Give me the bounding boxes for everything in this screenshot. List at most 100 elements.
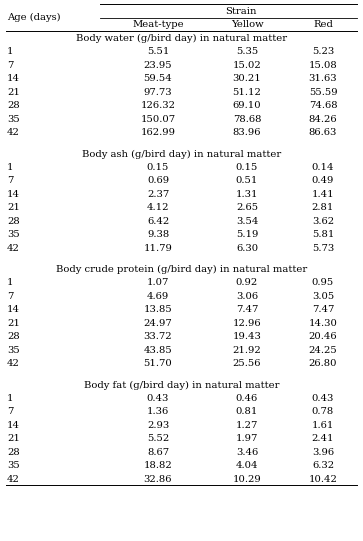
Text: 21: 21	[7, 319, 20, 328]
Text: 13.85: 13.85	[144, 305, 172, 314]
Text: 69.10: 69.10	[233, 101, 261, 110]
Text: 8.67: 8.67	[147, 448, 169, 457]
Text: 14: 14	[7, 190, 20, 199]
Text: 0.92: 0.92	[236, 278, 258, 287]
Text: 5.81: 5.81	[312, 230, 334, 239]
Text: 21: 21	[7, 203, 20, 213]
Text: 51.12: 51.12	[233, 88, 261, 97]
Text: 3.62: 3.62	[312, 217, 334, 226]
Text: 10.42: 10.42	[309, 474, 338, 484]
Text: 0.78: 0.78	[312, 407, 334, 416]
Text: 42: 42	[7, 474, 20, 484]
Text: 74.68: 74.68	[309, 101, 337, 110]
Text: Body fat (g/bird day) in natural matter: Body fat (g/bird day) in natural matter	[84, 380, 279, 390]
Text: 1: 1	[7, 163, 13, 172]
Text: 18.82: 18.82	[144, 461, 172, 470]
Text: 1.61: 1.61	[312, 421, 334, 430]
Text: 24.25: 24.25	[309, 346, 337, 355]
Text: 3.46: 3.46	[236, 448, 258, 457]
Text: 4.12: 4.12	[147, 203, 169, 213]
Text: 2.37: 2.37	[147, 190, 169, 199]
Text: 15.02: 15.02	[233, 61, 261, 70]
Text: 78.68: 78.68	[233, 115, 261, 124]
Text: 1: 1	[7, 394, 13, 403]
Text: Body water (g/bird day) in natural matter: Body water (g/bird day) in natural matte…	[76, 34, 287, 43]
Text: Age (days): Age (days)	[7, 13, 61, 22]
Text: 3.06: 3.06	[236, 292, 258, 301]
Text: 162.99: 162.99	[140, 128, 175, 137]
Text: 21.92: 21.92	[233, 346, 261, 355]
Text: Strain: Strain	[225, 7, 256, 16]
Text: 1.07: 1.07	[147, 278, 169, 287]
Text: 3.54: 3.54	[236, 217, 258, 226]
Text: 5.19: 5.19	[236, 230, 258, 239]
Text: 21: 21	[7, 434, 20, 443]
Text: 14: 14	[7, 75, 20, 83]
Text: 28: 28	[7, 332, 20, 341]
Text: 55.59: 55.59	[309, 88, 337, 97]
Text: 7: 7	[7, 61, 13, 70]
Text: 4.69: 4.69	[147, 292, 169, 301]
Text: 150.07: 150.07	[140, 115, 176, 124]
Text: 30.21: 30.21	[233, 75, 261, 83]
Text: 0.51: 0.51	[236, 176, 258, 186]
Text: 0.69: 0.69	[147, 176, 169, 186]
Text: 1: 1	[7, 278, 13, 287]
Text: 5.23: 5.23	[312, 48, 334, 56]
Text: 28: 28	[7, 448, 20, 457]
Text: 43.85: 43.85	[144, 346, 172, 355]
Text: 7.47: 7.47	[312, 305, 334, 314]
Text: 24.97: 24.97	[144, 319, 172, 328]
Text: 0.81: 0.81	[236, 407, 258, 416]
Text: 1.31: 1.31	[236, 190, 258, 199]
Text: 59.54: 59.54	[144, 75, 172, 83]
Text: 6.42: 6.42	[147, 217, 169, 226]
Text: 3.05: 3.05	[312, 292, 334, 301]
Text: 0.15: 0.15	[236, 163, 258, 172]
Text: 5.52: 5.52	[147, 434, 169, 443]
Text: 14: 14	[7, 305, 20, 314]
Text: 19.43: 19.43	[233, 332, 261, 341]
Text: 1.97: 1.97	[236, 434, 258, 443]
Text: 5.35: 5.35	[236, 48, 258, 56]
Text: 28: 28	[7, 101, 20, 110]
Text: 23.95: 23.95	[144, 61, 172, 70]
Text: 0.14: 0.14	[312, 163, 334, 172]
Text: 20.46: 20.46	[309, 332, 337, 341]
Text: 15.08: 15.08	[309, 61, 337, 70]
Text: 2.81: 2.81	[312, 203, 334, 213]
Text: 2.93: 2.93	[147, 421, 169, 430]
Text: 5.73: 5.73	[312, 244, 334, 253]
Text: 0.15: 0.15	[147, 163, 169, 172]
Text: Body ash (g/bird day) in natural matter: Body ash (g/bird day) in natural matter	[82, 150, 281, 159]
Text: 14.30: 14.30	[309, 319, 338, 328]
Text: 0.95: 0.95	[312, 278, 334, 287]
Text: 31.63: 31.63	[309, 75, 337, 83]
Text: 86.63: 86.63	[309, 128, 337, 137]
Text: 126.32: 126.32	[140, 101, 175, 110]
Text: 28: 28	[7, 217, 20, 226]
Text: 33.72: 33.72	[144, 332, 172, 341]
Text: 97.73: 97.73	[144, 88, 172, 97]
Text: 0.49: 0.49	[312, 176, 334, 186]
Text: 42: 42	[7, 128, 20, 137]
Text: 7: 7	[7, 407, 13, 416]
Text: 1.41: 1.41	[312, 190, 334, 199]
Text: 12.96: 12.96	[233, 319, 261, 328]
Text: 0.43: 0.43	[147, 394, 169, 403]
Text: 35: 35	[7, 346, 20, 355]
Text: 42: 42	[7, 244, 20, 253]
Text: 2.41: 2.41	[312, 434, 334, 443]
Text: 1.27: 1.27	[236, 421, 258, 430]
Text: 5.51: 5.51	[147, 48, 169, 56]
Text: 35: 35	[7, 230, 20, 239]
Text: 26.80: 26.80	[309, 359, 337, 368]
Text: 10.29: 10.29	[233, 474, 261, 484]
Text: 51.70: 51.70	[144, 359, 172, 368]
Text: 2.65: 2.65	[236, 203, 258, 213]
Text: Red: Red	[313, 21, 333, 29]
Text: 32.86: 32.86	[144, 474, 172, 484]
Text: 83.96: 83.96	[233, 128, 261, 137]
Text: 7.47: 7.47	[236, 305, 258, 314]
Text: 84.26: 84.26	[309, 115, 337, 124]
